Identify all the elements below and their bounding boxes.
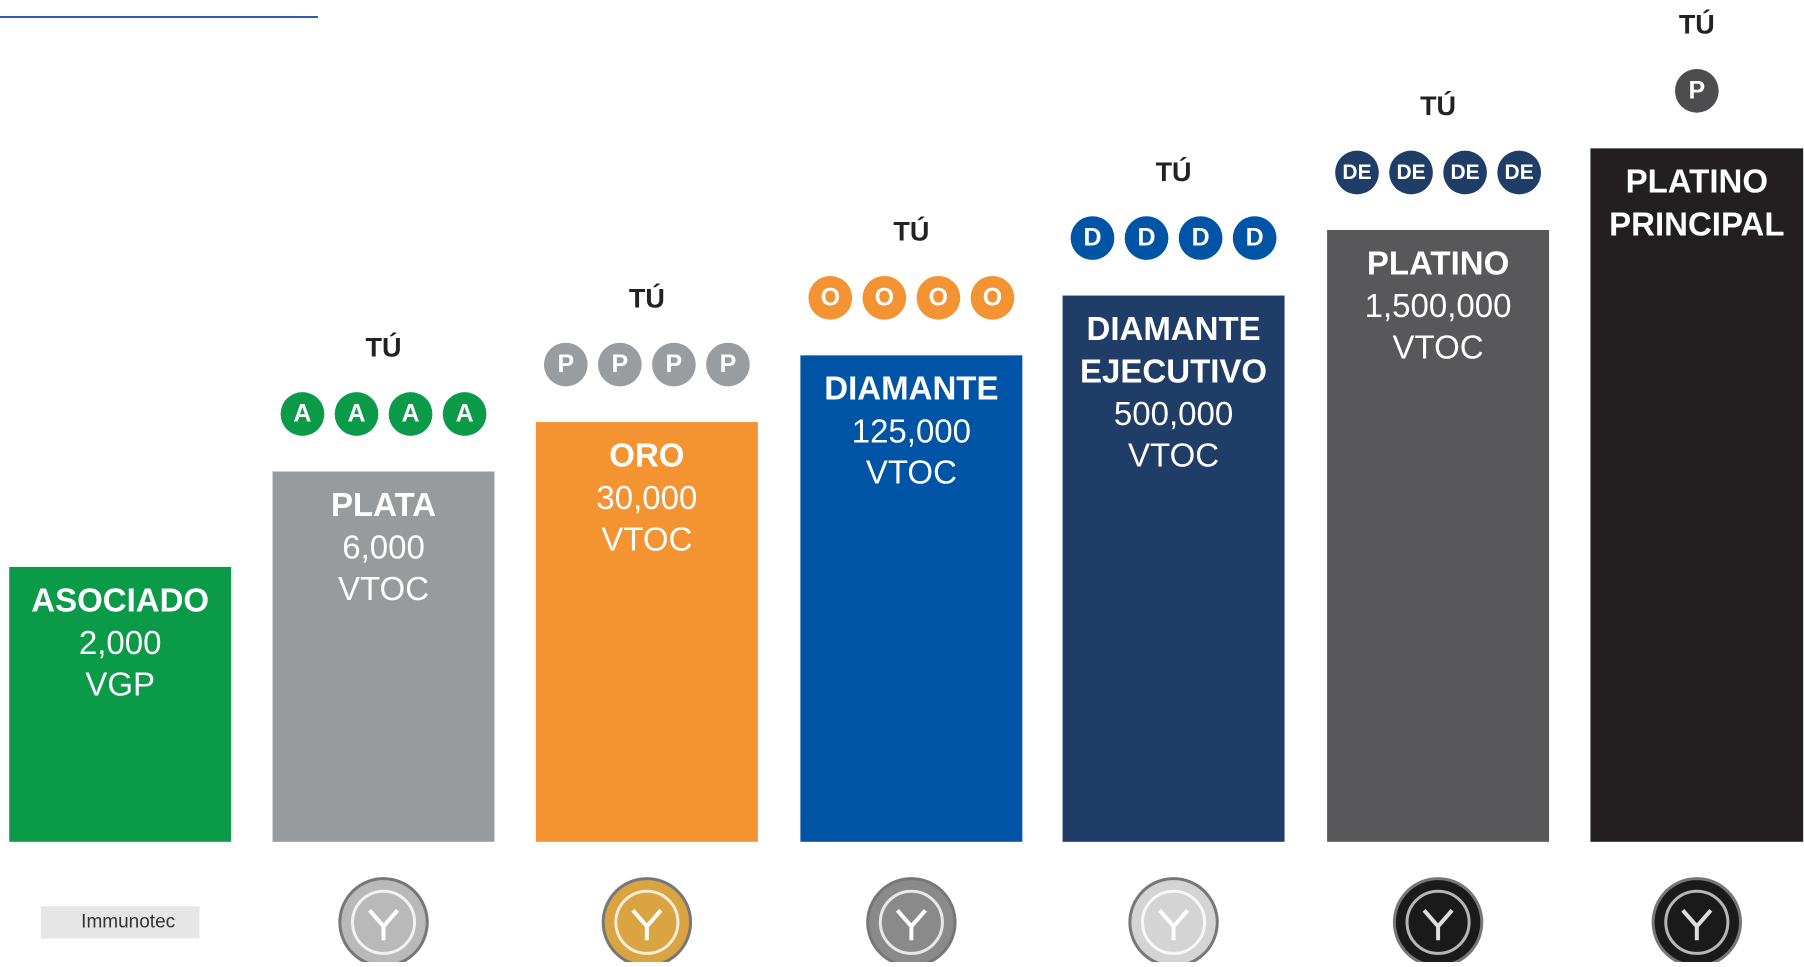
badge-label: P [720, 350, 737, 378]
medal-inner [878, 889, 944, 955]
rank-unit: VTOC [1393, 328, 1484, 365]
badge-label: D [1083, 224, 1101, 252]
rank-bar [1327, 230, 1550, 842]
rank-bar [1062, 295, 1285, 842]
badge-label: P [1688, 76, 1705, 104]
rank-name: DIAMANTE [824, 370, 998, 407]
rank-unit: VTOC [1128, 436, 1219, 473]
badge-label: DE [1396, 161, 1425, 184]
you-label: TÚ [1156, 156, 1192, 187]
rank-unit: VTOC [601, 520, 692, 557]
rank-bar [9, 566, 232, 842]
badge [652, 342, 696, 387]
badge [1124, 216, 1169, 260]
rank-unit: VGP [85, 665, 155, 702]
you-label: TÚ [1679, 9, 1715, 40]
rank-unit: VTOC [866, 454, 957, 491]
rank-bar [800, 355, 1023, 842]
badge-label: O [875, 283, 894, 311]
badge [388, 392, 433, 436]
rank-amount: 2,000 [79, 624, 162, 661]
rank-amount: 500,000 [1114, 395, 1233, 432]
badge [598, 342, 642, 387]
badge-label: O [821, 283, 840, 311]
badge-label: P [612, 350, 629, 378]
badge [1232, 216, 1277, 260]
badge [1389, 150, 1433, 195]
badge [334, 392, 379, 436]
badge-label: DE [1505, 161, 1534, 184]
medal-icon [631, 908, 663, 941]
badge [543, 342, 588, 387]
badge [862, 276, 907, 320]
rank-name: EJECUTIVO [1080, 352, 1267, 389]
badge-label: P [557, 350, 574, 378]
medal-icon [1422, 908, 1454, 941]
badge-label: A [293, 400, 311, 428]
badge [1070, 216, 1115, 260]
you-label: TÚ [366, 332, 402, 363]
rank-bar [535, 422, 758, 842]
medal-inner [1664, 889, 1730, 955]
rank-bar [1590, 148, 1804, 842]
you-label: TÚ [893, 216, 929, 247]
badge-label: A [347, 400, 365, 428]
badge-label: D [1246, 224, 1264, 252]
rank-bar [272, 471, 495, 842]
badge-label: P [666, 350, 683, 378]
rank-name: PRINCIPAL [1609, 205, 1784, 242]
rank-name: DIAMANTE [1086, 310, 1260, 347]
medal-inner [614, 889, 680, 955]
badge [1497, 150, 1541, 195]
logo-text: Immunotec [81, 911, 175, 932]
badge-label: O [929, 283, 948, 311]
badge [1335, 150, 1379, 195]
badge-label: DE [1451, 161, 1480, 184]
rank-name: PLATA [331, 486, 436, 523]
badge-label: D [1192, 224, 1210, 252]
badge [280, 392, 325, 436]
rank-amount: 125,000 [852, 412, 971, 449]
badge-label: DE [1342, 161, 1371, 184]
medal-inner [350, 889, 417, 955]
logo-box [40, 906, 200, 939]
rank-amount: 1,500,000 [1365, 287, 1512, 324]
you-label: TÚ [1420, 90, 1456, 121]
badge-label: A [456, 400, 474, 428]
badge-label: A [402, 400, 420, 428]
medal-icon [1158, 908, 1190, 941]
rank-name: ORO [609, 436, 684, 473]
badge-label: D [1138, 224, 1156, 252]
badge-label: O [983, 283, 1002, 311]
badge [706, 342, 750, 387]
medal-inner [1405, 889, 1471, 955]
badge [970, 276, 1015, 320]
rank-name: PLATINO [1626, 163, 1768, 200]
badge [808, 276, 853, 320]
medal-icon [1681, 908, 1713, 941]
badge [1443, 150, 1487, 195]
rank-name: PLATINO [1367, 244, 1509, 281]
medal-inner [1141, 889, 1207, 955]
rank-amount: 6,000 [342, 528, 425, 565]
rank-unit: VTOC [338, 570, 429, 607]
badge [916, 276, 961, 320]
badge [442, 392, 487, 436]
rank-amount: 30,000 [596, 479, 697, 516]
you-label: TÚ [629, 282, 665, 313]
rank-name: ASOCIADO [31, 581, 209, 618]
medal-icon [895, 908, 927, 941]
badge [1178, 216, 1223, 260]
badge [1674, 69, 1719, 113]
medal-icon [368, 908, 400, 941]
